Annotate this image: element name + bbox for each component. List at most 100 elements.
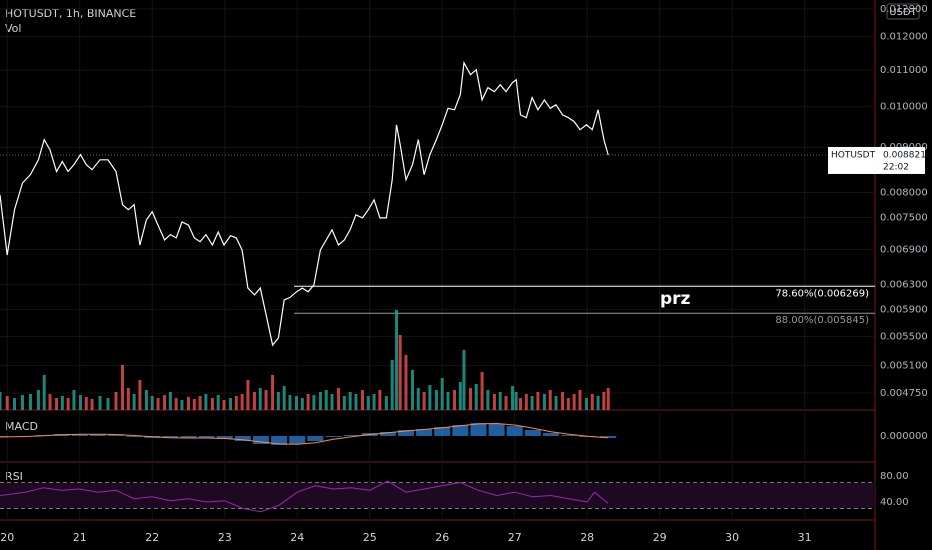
macd-bar [542,433,559,436]
volume-bar [20,395,24,410]
y-tick-label: 0.007500 [880,212,928,223]
volume-bar [578,390,582,410]
volume-bar [240,394,244,410]
rsi-title: RSI [5,470,23,483]
y-tick-label: 0.012000 [880,32,928,43]
x-tick-label: 21 [73,531,87,544]
volume-bar [434,390,438,410]
y-tick-label: 0.006300 [880,279,928,290]
volume-bar [337,388,341,410]
macd-bar [470,423,487,436]
macd-bar [325,436,342,437]
volume-bar [48,394,52,410]
macd-bar [524,430,541,436]
macd-bar [307,436,324,441]
volume-bar [229,398,233,410]
macd-bar [162,436,179,438]
y-tick-label: 0.005100 [880,361,928,372]
volume-bar [126,388,130,410]
volume-bar [258,388,262,410]
volume-bar [12,398,16,410]
x-tick-label: 27 [508,531,522,544]
volume-bar [156,398,160,410]
last-price-box [828,146,925,174]
volume-bar [114,392,118,410]
volume-bar [84,397,88,410]
macd-bar [198,436,215,438]
volume-bar [462,350,466,410]
price-line [0,60,609,347]
volume-bar [121,365,125,410]
x-tick-label: 26 [435,531,449,544]
macd-bar [343,435,360,436]
volume-bar [561,392,565,410]
volume-bar [395,310,399,410]
macd-bar [107,435,124,436]
x-tick-label: 22 [145,531,159,544]
volume-bar [312,395,316,410]
volume-bar [144,390,148,410]
volume-bar [282,386,286,410]
volume-bar [60,396,64,410]
last-price-value: 0.008821 [883,150,926,160]
currency-box[interactable] [886,3,920,20]
macd-bar [252,436,269,444]
volume-bar [390,360,394,410]
volume-bar [566,398,570,410]
volume-bar [204,394,208,410]
x-tick-label: 23 [218,531,232,544]
x-tick-label: 31 [798,531,812,544]
volume-bar [106,398,110,410]
y-tick-label: 0.004750 [880,388,928,399]
volume-bar [554,396,558,410]
volume-bar [342,396,346,410]
currency: USDT [889,7,917,18]
y-tick-label: 0.012900 [880,4,928,15]
volume-bar [602,392,606,410]
macd-bar [126,436,143,437]
volume-bar [150,396,154,410]
volume-bar [422,392,426,410]
volume-bar [42,375,46,410]
volume-bar [306,394,310,410]
volume-bar [216,395,220,410]
volume-bar [398,335,402,410]
fib-label: 78.60%(0.006269) [775,288,869,299]
macd-bar [434,427,451,436]
macd-bar [600,436,617,438]
x-tick-label: 20 [0,531,14,544]
x-tick-label: 29 [653,531,667,544]
volume-bar [372,394,376,410]
volume-bar [384,396,388,410]
volume-bar [410,370,414,410]
volume-bar [330,394,334,410]
volume-bar [446,392,450,410]
volume-bar [294,396,298,410]
x-tick-label: 30 [725,531,739,544]
macd-bar [488,424,505,436]
volume-bar [590,394,594,410]
volume-bar [198,396,202,410]
macd-bar [506,426,523,436]
volume-bar [474,384,478,410]
volume-bar [453,390,457,410]
volume-bar [378,390,382,410]
volume-bar [90,399,94,410]
volume-bar [210,398,214,410]
x-tick-label: 24 [290,531,304,544]
volume-bar [530,396,534,410]
volume-bar [354,394,358,410]
macd-bar [180,436,197,438]
volume-bar [440,378,444,410]
x-tick-label: 25 [363,531,377,544]
volume-bar [78,395,82,410]
y-tick-label: 0.008000 [880,188,928,199]
volume-bar [318,392,322,410]
volume-bar [548,390,552,410]
volume-bar [519,398,523,410]
volume-bar [28,394,32,410]
volume-bar [252,392,256,410]
macd-bar [379,432,396,436]
volume-bar [486,390,490,410]
